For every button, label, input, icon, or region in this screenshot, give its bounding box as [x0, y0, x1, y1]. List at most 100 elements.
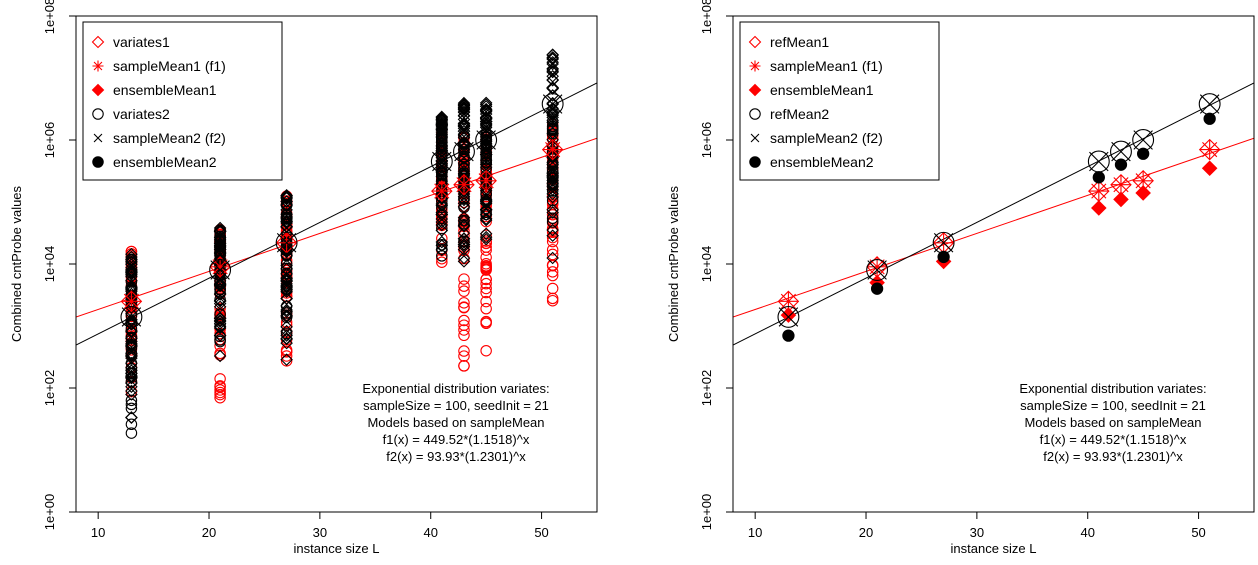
variates2-point: [125, 394, 138, 407]
variates2-point: [479, 202, 493, 216]
annotation-line: f1(x) = 449.52*(1.1518)^x: [1040, 432, 1187, 447]
variates2-point: [280, 274, 293, 288]
variates1-point: [480, 258, 492, 270]
x-tick-label: 50: [534, 525, 548, 540]
variates1-point: [480, 286, 492, 299]
variates2-point: [280, 320, 293, 334]
variates1-point: [546, 292, 559, 305]
variates1-point: [458, 301, 470, 313]
variates1-point: [436, 232, 448, 245]
variates1-point: [546, 202, 559, 215]
variates2-point: [457, 113, 471, 126]
variates1-point: [214, 386, 226, 399]
fit-line-f2: [733, 82, 1254, 346]
variates1-point: [458, 324, 470, 336]
variates1-point: [546, 294, 559, 307]
sampleMean2-point: [275, 231, 298, 254]
y-tick-label: 1e+02: [42, 370, 57, 407]
sampleMean2-point: [475, 129, 498, 151]
variates2-point: [458, 235, 470, 247]
variates2-point: [280, 258, 293, 270]
legend-marker: [750, 133, 760, 143]
variates2-point: [546, 223, 559, 237]
variates2-point: [546, 203, 559, 217]
legend-label: refMean1: [770, 34, 829, 50]
variates2-point: [546, 65, 559, 79]
variates2-point: [213, 294, 227, 308]
annotation-line: sampleSize = 100, seedInit = 21: [1020, 398, 1206, 413]
variates1-point: [480, 317, 492, 330]
legend: variates1 sampleMean1 (f1) ensembleMean1 va…: [82, 21, 283, 181]
variates2-point: [214, 330, 226, 343]
variates2-point: [479, 102, 493, 116]
variates2-point: [546, 122, 559, 134]
sampleMean2-point: [541, 93, 564, 116]
legend-marker: [748, 35, 762, 49]
variates2-point: [280, 191, 293, 203]
variates2-point: [125, 375, 138, 388]
legend-label: sampleMean1 (f1): [770, 58, 883, 74]
variates2-point: [125, 357, 138, 369]
variates2-point: [457, 211, 471, 224]
variates2-point: [546, 73, 559, 87]
variates2-point: [457, 238, 471, 251]
variates2-point: [479, 232, 493, 246]
variates2-point: [458, 137, 470, 150]
variates2-point: [436, 201, 448, 214]
legend-label: ensembleMean2: [113, 154, 217, 170]
variates2-point: [436, 144, 448, 157]
legend-label: sampleMean1 (f1): [113, 58, 226, 74]
variates2-point: [280, 208, 293, 221]
variates2-point: [457, 124, 471, 138]
legend-marker: [92, 156, 104, 168]
variates2-point: [480, 150, 492, 163]
samplemean2-f2-point: [933, 233, 954, 253]
variates2-point: [457, 251, 471, 265]
legend-box: [82, 21, 283, 181]
variates2-point: [125, 398, 138, 411]
variates1-point: [214, 380, 226, 392]
variates2-point: [479, 107, 493, 121]
variates2-point: [458, 145, 470, 158]
variates2-point: [125, 335, 138, 348]
variates2-point: [213, 277, 227, 290]
annotation-line: f2(x) = 93.93*(1.2301)^x: [1043, 449, 1183, 464]
variates1-point: [458, 285, 470, 297]
variates2-point: [125, 339, 138, 352]
variates2-point: [479, 212, 493, 226]
ensemblemean2-point: [1092, 171, 1105, 184]
variates2-point: [125, 301, 138, 314]
sampleMean1-point: [121, 291, 142, 312]
ensemblemean1-point: [1091, 200, 1107, 216]
sampleMean2-point: [276, 233, 297, 253]
variates2-point: [280, 300, 293, 313]
variates2-point: [436, 132, 448, 145]
samplemean1-f1-point: [778, 291, 799, 312]
samplemean2-f2-point: [867, 260, 887, 280]
variates1-point: [280, 350, 293, 362]
y-tick-label: 1e+00: [42, 494, 57, 531]
ensemblemean1-point: [1135, 185, 1151, 201]
variates2-point: [125, 338, 138, 351]
ensemblemean2-point: [937, 250, 950, 264]
legend-label: ensembleMean1: [770, 82, 874, 98]
legend-box: [739, 21, 940, 181]
x-tick-label: 20: [202, 525, 216, 540]
variates2-point: [546, 165, 559, 177]
variates2-point: [546, 89, 559, 102]
sampleMean2-point: [476, 130, 496, 150]
legend-marker: [748, 83, 762, 97]
variates2-point: [125, 411, 138, 424]
variates2-point: [436, 243, 448, 255]
variates2-point: [435, 224, 449, 237]
variates2-point: [280, 283, 293, 297]
variates2-point: [435, 119, 449, 133]
variates2-point: [213, 320, 227, 333]
refmean2-point: [866, 259, 889, 281]
variates2-point: [280, 328, 293, 340]
variates1-point: [480, 302, 492, 315]
x-tick-label: 40: [423, 525, 437, 540]
variates2-point: [125, 276, 138, 288]
variates2-point: [435, 215, 449, 229]
variates2-point: [125, 322, 138, 335]
